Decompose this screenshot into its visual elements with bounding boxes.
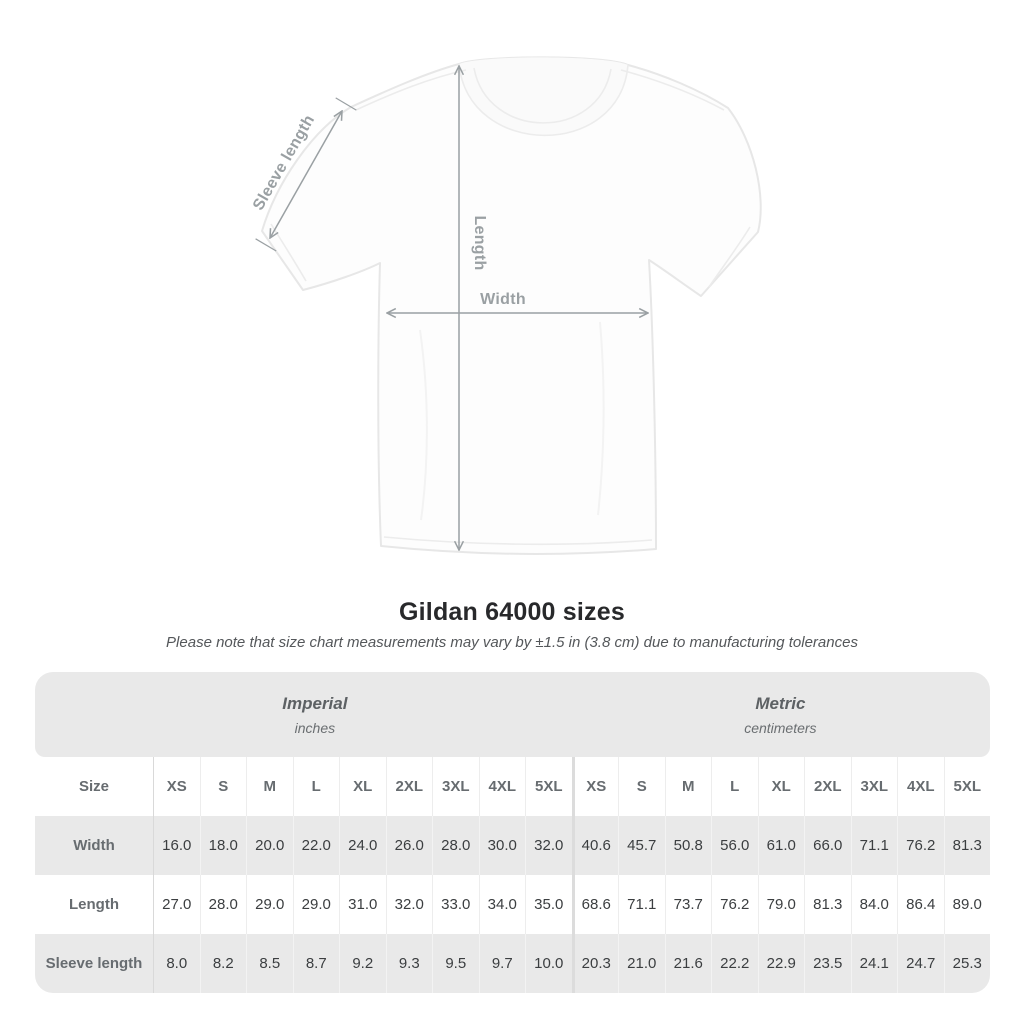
table-row-sleeve-length: Sleeve length 8.0 8.2 8.5 8.7 9.2 9.3 9.… [35, 934, 990, 993]
value-cell: 86.4 [897, 875, 944, 934]
table-row-width: Width 16.0 18.0 20.0 22.0 24.0 26.0 28.0… [35, 816, 990, 875]
value-cell: 21.0 [618, 934, 665, 993]
value-cell: 71.1 [850, 816, 898, 875]
value-cell: 61.0 [757, 816, 805, 875]
size-col-header: S [618, 757, 665, 816]
size-col-header: 4XL [478, 757, 526, 816]
value-cell: 89.0 [943, 875, 991, 934]
size-col-header: M [246, 757, 293, 816]
size-col-header: 2XL [385, 757, 433, 816]
value-cell: 8.7 [292, 934, 340, 993]
units-header-band: Imperial inches Metric centimeters [35, 672, 990, 757]
value-cell: 40.6 [571, 816, 619, 875]
value-cell: 28.0 [432, 816, 479, 875]
size-col-header: XL [339, 757, 386, 816]
width-label: Width [480, 291, 526, 308]
value-cell: 73.7 [664, 875, 712, 934]
value-cell: 9.3 [385, 934, 433, 993]
value-cell: 22.9 [757, 934, 805, 993]
value-cell: 35.0 [525, 875, 572, 934]
metric-subheader: centimeters [744, 719, 817, 736]
value-cell: 32.0 [525, 816, 572, 875]
imperial-header: Imperial [282, 693, 348, 713]
value-cell: 20.0 [246, 816, 293, 875]
sleeve-arrow-bottom-tick [255, 238, 277, 252]
value-cell: 9.7 [478, 934, 526, 993]
metric-unit-group: Metric centimeters [571, 672, 990, 757]
value-cell: 31.0 [339, 875, 386, 934]
value-cell: 25.3 [943, 934, 991, 993]
length-label: Length [471, 215, 488, 270]
size-chart-table: Imperial inches Metric centimeters Size … [35, 672, 990, 993]
size-header-cell: Size [78, 778, 109, 795]
collar [459, 57, 628, 136]
value-cell: 8.5 [246, 934, 293, 993]
table-row-length: Length 27.0 28.0 29.0 29.0 31.0 32.0 33.… [35, 875, 990, 934]
value-cell: 33.0 [432, 875, 479, 934]
value-cell: 24.1 [850, 934, 898, 993]
size-col-header: 4XL [897, 757, 944, 816]
page-title: Gildan 64000 sizes [399, 598, 625, 626]
value-cell: 81.3 [943, 816, 991, 875]
value-cell: 8.2 [199, 934, 247, 993]
value-cell: 34.0 [478, 875, 526, 934]
value-cell: 66.0 [804, 816, 851, 875]
tolerance-note: Please note that size chart measurements… [166, 634, 858, 651]
table-header-row: Size XS S M L XL 2XL 3XL 4XL 5XL XS S M … [35, 757, 990, 816]
value-cell: 18.0 [199, 816, 247, 875]
size-col-header: XS [153, 757, 200, 816]
size-col-header: 5XL [525, 757, 572, 816]
value-cell: 24.0 [339, 816, 386, 875]
value-cell: 79.0 [757, 875, 805, 934]
value-cell: 21.6 [664, 934, 712, 993]
value-cell: 30.0 [478, 816, 526, 875]
value-cell: 22.2 [711, 934, 758, 993]
value-cell: 76.2 [711, 875, 758, 934]
row-label: Length [69, 896, 119, 913]
value-cell: 28.0 [199, 875, 247, 934]
size-col-header: XL [757, 757, 805, 816]
value-cell: 76.2 [897, 816, 944, 875]
value-cell: 23.5 [804, 934, 851, 993]
value-cell: 24.7 [897, 934, 944, 993]
value-cell: 8.0 [153, 934, 200, 993]
value-cell: 68.6 [571, 875, 619, 934]
value-cell: 16.0 [153, 816, 200, 875]
value-cell: 9.5 [432, 934, 479, 993]
value-cell: 29.0 [292, 875, 340, 934]
value-cell: 27.0 [153, 875, 200, 934]
value-cell: 26.0 [385, 816, 433, 875]
size-col-header: S [199, 757, 247, 816]
value-cell: 84.0 [850, 875, 898, 934]
size-col-header: XS [571, 757, 619, 816]
value-cell: 10.0 [525, 934, 572, 993]
value-cell: 22.0 [292, 816, 340, 875]
sleeve-arrow-top-tick [335, 97, 357, 111]
imperial-subheader: inches [294, 719, 336, 736]
size-col-header: 2XL [804, 757, 851, 816]
value-cell: 32.0 [385, 875, 433, 934]
sleeve-length-arrow [270, 111, 342, 238]
value-cell: 9.2 [339, 934, 386, 993]
size-col-header: M [664, 757, 712, 816]
imperial-unit-group: Imperial inches [35, 672, 571, 757]
size-col-header: L [292, 757, 340, 816]
value-cell: 20.3 [571, 934, 619, 993]
value-cell: 29.0 [246, 875, 293, 934]
metric-header: Metric [755, 693, 806, 713]
value-cell: 45.7 [618, 816, 665, 875]
row-label: Sleeve length [45, 955, 143, 972]
size-col-header: 3XL [850, 757, 898, 816]
tshirt-measurement-diagram: Sleeve length Length Width [250, 56, 762, 556]
size-col-header: 5XL [943, 757, 991, 816]
row-label: Width [73, 837, 115, 854]
value-cell: 50.8 [664, 816, 712, 875]
value-cell: 81.3 [804, 875, 851, 934]
tshirt-image [261, 56, 762, 556]
size-col-header: 3XL [432, 757, 479, 816]
size-col-header: L [711, 757, 758, 816]
value-cell: 71.1 [618, 875, 665, 934]
value-cell: 56.0 [711, 816, 758, 875]
